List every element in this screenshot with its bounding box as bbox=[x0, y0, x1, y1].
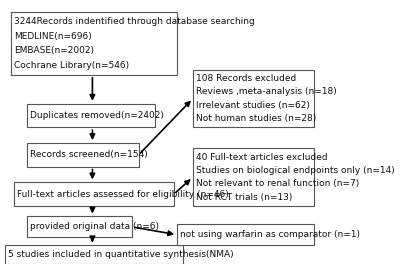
Text: MEDLINE(n=696): MEDLINE(n=696) bbox=[14, 32, 92, 41]
FancyBboxPatch shape bbox=[27, 143, 139, 167]
FancyBboxPatch shape bbox=[27, 217, 132, 237]
Text: Records screened(n=154): Records screened(n=154) bbox=[30, 150, 148, 159]
Text: Duplicates removed(n=2402): Duplicates removed(n=2402) bbox=[30, 111, 164, 120]
FancyBboxPatch shape bbox=[193, 148, 314, 206]
Text: Cochrane Library(n=546): Cochrane Library(n=546) bbox=[14, 61, 129, 70]
FancyBboxPatch shape bbox=[27, 104, 155, 127]
Text: 108 Records excluded: 108 Records excluded bbox=[196, 74, 296, 83]
Text: 40 Full-text articles excluded: 40 Full-text articles excluded bbox=[196, 153, 328, 162]
FancyBboxPatch shape bbox=[177, 224, 314, 245]
Text: Not relevant to renal function (n=7): Not relevant to renal function (n=7) bbox=[196, 179, 360, 188]
Text: not using warfarin as comparator (n=1): not using warfarin as comparator (n=1) bbox=[180, 230, 360, 239]
FancyBboxPatch shape bbox=[193, 70, 314, 127]
Text: 5 studies included in quantitative synthesis(NMA): 5 studies included in quantitative synth… bbox=[8, 250, 234, 259]
Text: Irrelevant studies (n=62): Irrelevant studies (n=62) bbox=[196, 101, 310, 110]
Text: Not human studies (n=28): Not human studies (n=28) bbox=[196, 114, 316, 123]
FancyBboxPatch shape bbox=[11, 12, 177, 75]
Text: Not RCT trials (n=13): Not RCT trials (n=13) bbox=[196, 193, 292, 202]
Text: 3244Records indentified through database searching: 3244Records indentified through database… bbox=[14, 17, 255, 26]
Text: Reviews ,meta-analysis (n=18): Reviews ,meta-analysis (n=18) bbox=[196, 87, 337, 96]
Text: Full-text articles assessed for eligibility (n=46): Full-text articles assessed for eligibil… bbox=[17, 190, 229, 199]
FancyBboxPatch shape bbox=[14, 182, 174, 206]
Text: provided original data (n=6): provided original data (n=6) bbox=[30, 222, 159, 231]
Text: EMBASE(n=2002): EMBASE(n=2002) bbox=[14, 46, 94, 55]
Text: Studies on biological endpoints only (n=14): Studies on biological endpoints only (n=… bbox=[196, 166, 395, 175]
FancyBboxPatch shape bbox=[4, 245, 184, 264]
